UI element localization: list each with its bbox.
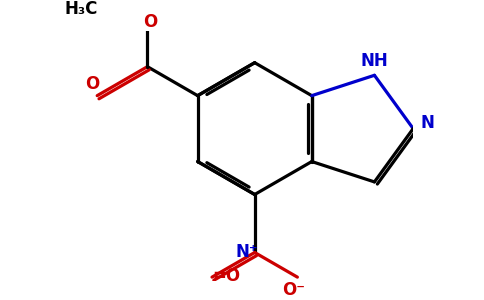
Text: O: O xyxy=(85,75,99,93)
Text: =O: =O xyxy=(212,267,241,285)
Text: N⁺: N⁺ xyxy=(236,244,258,262)
Text: O: O xyxy=(143,13,157,31)
Text: NH: NH xyxy=(361,52,388,70)
Text: N: N xyxy=(421,114,435,132)
Text: H₃C: H₃C xyxy=(65,0,98,18)
Text: O⁻: O⁻ xyxy=(282,281,305,299)
